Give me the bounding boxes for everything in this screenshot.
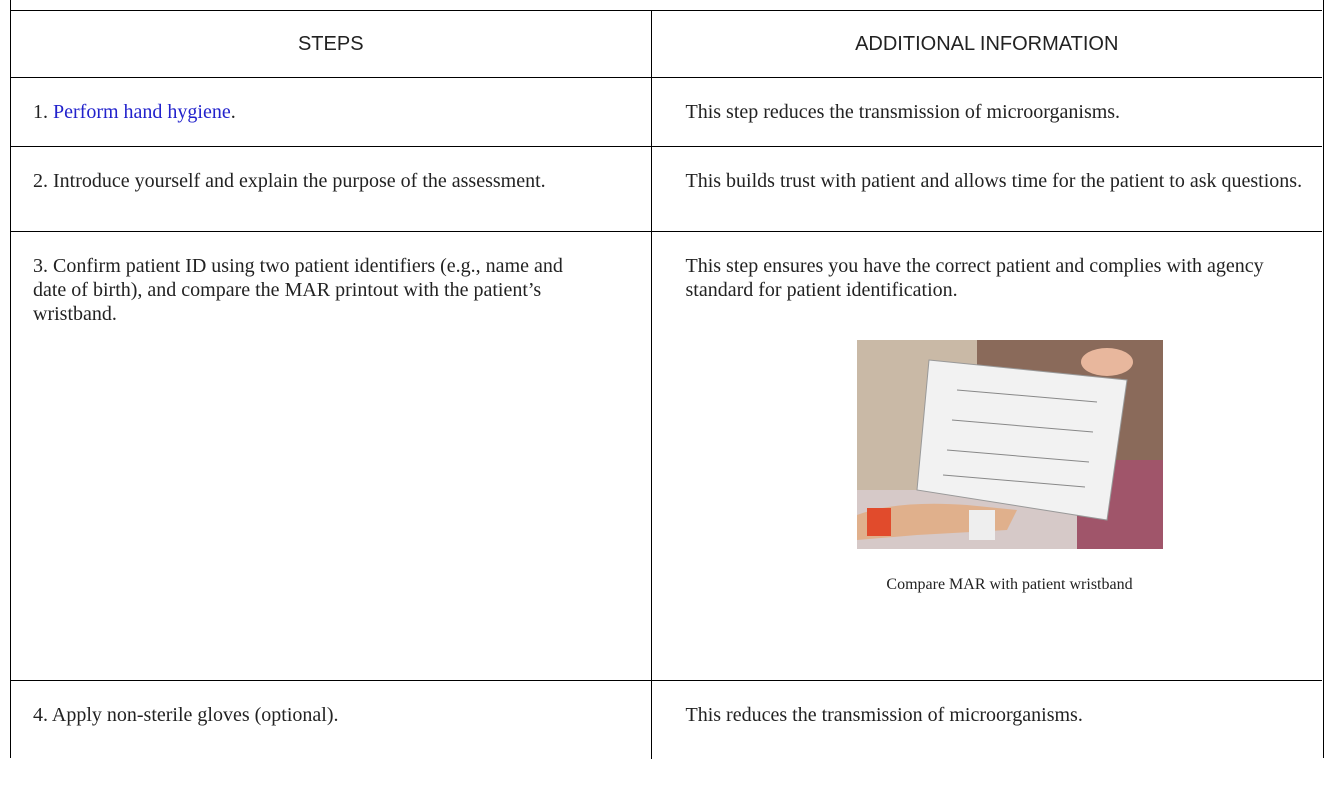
row: 3. Confirm patient ID using two patient … — [11, 231, 1322, 681]
header-cell: STEPS — [11, 10, 652, 78]
info-text: This step ensures you have the correct p… — [685, 255, 1264, 301]
table-frame: STEPS ADDITIONAL INFORMATION 1. Perform … — [10, 0, 1324, 759]
step-cell: 3. Confirm patient ID using two patient … — [11, 231, 652, 681]
step-cell: 2. Introduce yourself and explain the pu… — [11, 146, 652, 232]
photo — [856, 340, 1163, 549]
step-cell: 4. Apply non-sterile gloves (optional). — [11, 680, 652, 759]
row: 2. Introduce yourself and explain the pu… — [11, 146, 1322, 232]
info-cell: This step ensures you have the correct p… — [651, 231, 1322, 681]
header-cell: ADDITIONAL INFORMATION — [651, 10, 1322, 78]
header-row: STEPS ADDITIONAL INFORMATION — [11, 10, 1322, 78]
step-cell: 1. Perform hand hygiene. — [11, 77, 652, 147]
info-cell: This reduces the transmission of microor… — [651, 680, 1322, 759]
step-end: . — [230, 101, 236, 123]
step-number: 1. — [33, 101, 48, 123]
row: 1. Perform hand hygiene. This step reduc… — [11, 77, 1322, 147]
step-link[interactable]: Perform hand hygiene — [53, 101, 231, 123]
row: 4. Apply non-sterile gloves (optional). … — [11, 680, 1322, 759]
info-cell: This builds trust with patient and allow… — [651, 146, 1322, 232]
photo-caption: Compare MAR with patient wristband — [886, 576, 1133, 593]
procedure-table: STEPS ADDITIONAL INFORMATION 1. Perform … — [11, 10, 1322, 759]
info-cell: This step reduces the transmission of mi… — [651, 77, 1322, 147]
